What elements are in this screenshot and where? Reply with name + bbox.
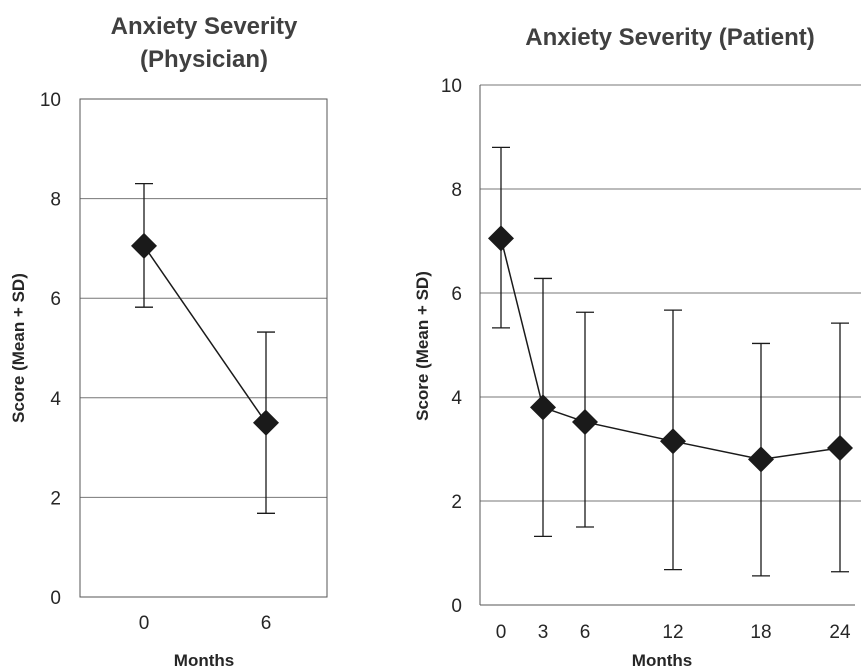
x-tick-label: 6 [580, 622, 591, 643]
chart-title-line-1: Anxiety Severity [111, 13, 298, 40]
y-tick-label: 10 [441, 76, 462, 97]
x-tick-label: 24 [829, 622, 851, 643]
series-line [500, 238, 841, 461]
y-axis-title: Score (Mean + SD) [413, 271, 432, 421]
y-tick-label: 4 [50, 389, 61, 410]
x-tick-label: 3 [538, 622, 549, 643]
series-line [143, 245, 267, 424]
y-tick-label: 0 [451, 596, 462, 617]
x-axis-title: Months [174, 651, 234, 670]
x-axis-title: Months [632, 651, 692, 670]
data-point-diamond [530, 394, 556, 421]
data-point-diamond [488, 225, 514, 252]
data-point-diamond [748, 446, 774, 473]
x-tick-label: 18 [750, 622, 771, 643]
y-tick-label: 6 [451, 284, 462, 305]
x-tick-label: 12 [662, 622, 683, 643]
y-tick-label: 0 [50, 588, 61, 609]
data-point-diamond [253, 409, 279, 436]
y-tick-label: 8 [50, 190, 61, 211]
data-point-diamond [660, 428, 686, 455]
x-tick-label: 0 [496, 622, 507, 643]
data-point-diamond [572, 408, 598, 435]
plot-frame [79, 98, 328, 598]
chart-title-line-2: (Physician) [140, 46, 268, 73]
y-tick-label: 10 [40, 90, 61, 111]
y-tick-label: 6 [50, 289, 61, 310]
y-axis-title: Score (Mean + SD) [9, 273, 28, 423]
y-tick-label: 2 [451, 492, 462, 513]
data-point-diamond [827, 434, 853, 461]
chart-title: Anxiety Severity (Patient) [525, 24, 814, 51]
data-point-diamond [131, 232, 157, 259]
y-tick-label: 8 [451, 180, 462, 201]
y-tick-label: 4 [451, 388, 462, 409]
y-tick-label: 2 [50, 488, 61, 509]
x-tick-label: 6 [261, 613, 272, 634]
x-tick-label: 0 [139, 613, 150, 634]
